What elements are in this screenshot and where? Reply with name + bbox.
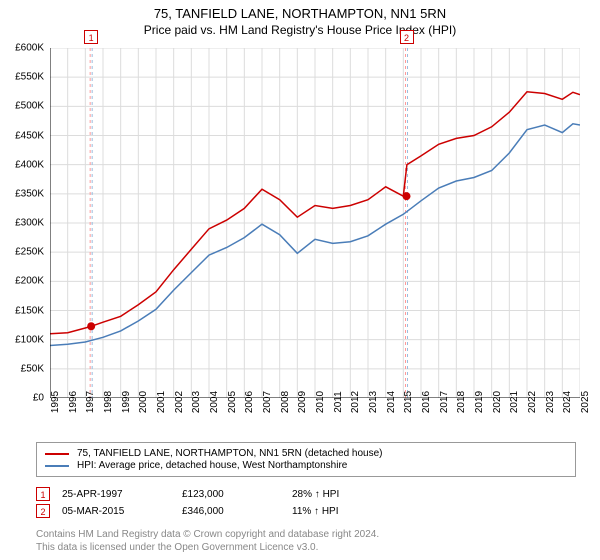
sale-date-2: 05-MAR-2015 bbox=[62, 506, 182, 517]
x-tick-label: 2019 bbox=[474, 391, 485, 413]
plot-svg bbox=[50, 48, 580, 398]
sale-diff-2: 11% ↑ HPI bbox=[292, 506, 392, 517]
x-tick-label: 2025 bbox=[580, 391, 591, 413]
x-tick-label: 1998 bbox=[103, 391, 114, 413]
x-tick-label: 2024 bbox=[562, 391, 573, 413]
plot-area: 12 bbox=[50, 48, 580, 398]
x-tick-label: 2023 bbox=[545, 391, 556, 413]
x-tick-label: 2014 bbox=[386, 391, 397, 413]
sale-price-2: £346,000 bbox=[182, 506, 292, 517]
sale-price-1: £123,000 bbox=[182, 489, 292, 500]
x-tick-label: 1997 bbox=[85, 391, 96, 413]
legend: 75, TANFIELD LANE, NORTHAMPTON, NN1 5RN … bbox=[36, 442, 576, 477]
x-tick-label: 2004 bbox=[209, 391, 220, 413]
x-tick-label: 2017 bbox=[439, 391, 450, 413]
x-tick-label: 2020 bbox=[492, 391, 503, 413]
y-tick-label: £300K bbox=[15, 218, 44, 229]
x-tick-label: 2018 bbox=[456, 391, 467, 413]
x-tick-label: 2022 bbox=[527, 391, 538, 413]
x-axis: 1995199619971998199920002001200220032004… bbox=[50, 400, 580, 440]
x-tick-label: 2001 bbox=[156, 391, 167, 413]
attribution: Contains HM Land Registry data © Crown c… bbox=[36, 528, 576, 554]
sales-table: 1 25-APR-1997 £123,000 28% ↑ HPI 2 05-MA… bbox=[36, 484, 576, 521]
y-tick-label: £250K bbox=[15, 247, 44, 258]
sale-marker-2: 2 bbox=[36, 504, 50, 518]
sale-marker-box: 1 bbox=[84, 30, 98, 44]
attribution-line1: Contains HM Land Registry data © Crown c… bbox=[36, 529, 379, 540]
y-tick-label: £150K bbox=[15, 305, 44, 316]
y-axis: £0£50K£100K£150K£200K£250K£300K£350K£400… bbox=[0, 48, 48, 398]
legend-label-property: 75, TANFIELD LANE, NORTHAMPTON, NN1 5RN … bbox=[77, 448, 382, 459]
x-tick-label: 2011 bbox=[333, 391, 344, 413]
sale-marker-1: 1 bbox=[36, 487, 50, 501]
x-tick-label: 2012 bbox=[350, 391, 361, 413]
sale-row-1: 1 25-APR-1997 £123,000 28% ↑ HPI bbox=[36, 487, 576, 501]
x-tick-label: 2005 bbox=[227, 391, 238, 413]
x-tick-label: 2021 bbox=[509, 391, 520, 413]
sale-date-1: 25-APR-1997 bbox=[62, 489, 182, 500]
attribution-line2: This data is licensed under the Open Gov… bbox=[36, 542, 318, 553]
x-tick-label: 2007 bbox=[262, 391, 273, 413]
legend-swatch-property bbox=[45, 453, 69, 455]
x-tick-label: 1999 bbox=[121, 391, 132, 413]
x-tick-label: 1995 bbox=[50, 391, 61, 413]
legend-item-hpi: HPI: Average price, detached house, West… bbox=[45, 460, 567, 471]
x-tick-label: 2013 bbox=[368, 391, 379, 413]
x-tick-label: 2002 bbox=[174, 391, 185, 413]
x-tick-label: 1996 bbox=[68, 391, 79, 413]
y-tick-label: £50K bbox=[21, 363, 44, 374]
sale-marker-box: 2 bbox=[400, 30, 414, 44]
x-tick-label: 2016 bbox=[421, 391, 432, 413]
sale-diff-1: 28% ↑ HPI bbox=[292, 489, 392, 500]
x-tick-label: 2015 bbox=[403, 391, 414, 413]
y-tick-label: £350K bbox=[15, 188, 44, 199]
legend-item-property: 75, TANFIELD LANE, NORTHAMPTON, NN1 5RN … bbox=[45, 448, 567, 459]
x-tick-label: 2010 bbox=[315, 391, 326, 413]
chart-container: 75, TANFIELD LANE, NORTHAMPTON, NN1 5RN … bbox=[0, 0, 600, 560]
x-tick-label: 2003 bbox=[191, 391, 202, 413]
y-tick-label: £200K bbox=[15, 276, 44, 287]
y-tick-label: £500K bbox=[15, 101, 44, 112]
legend-label-hpi: HPI: Average price, detached house, West… bbox=[77, 460, 347, 471]
y-tick-label: £0 bbox=[33, 393, 44, 404]
y-tick-label: £600K bbox=[15, 43, 44, 54]
x-tick-label: 2000 bbox=[138, 391, 149, 413]
y-tick-label: £450K bbox=[15, 130, 44, 141]
chart-title: 75, TANFIELD LANE, NORTHAMPTON, NN1 5RN bbox=[0, 6, 600, 21]
y-tick-label: £100K bbox=[15, 334, 44, 345]
legend-swatch-hpi bbox=[45, 465, 69, 467]
y-tick-label: £550K bbox=[15, 72, 44, 83]
x-tick-label: 2009 bbox=[297, 391, 308, 413]
x-tick-label: 2008 bbox=[280, 391, 291, 413]
y-tick-label: £400K bbox=[15, 159, 44, 170]
sale-row-2: 2 05-MAR-2015 £346,000 11% ↑ HPI bbox=[36, 504, 576, 518]
x-tick-label: 2006 bbox=[244, 391, 255, 413]
